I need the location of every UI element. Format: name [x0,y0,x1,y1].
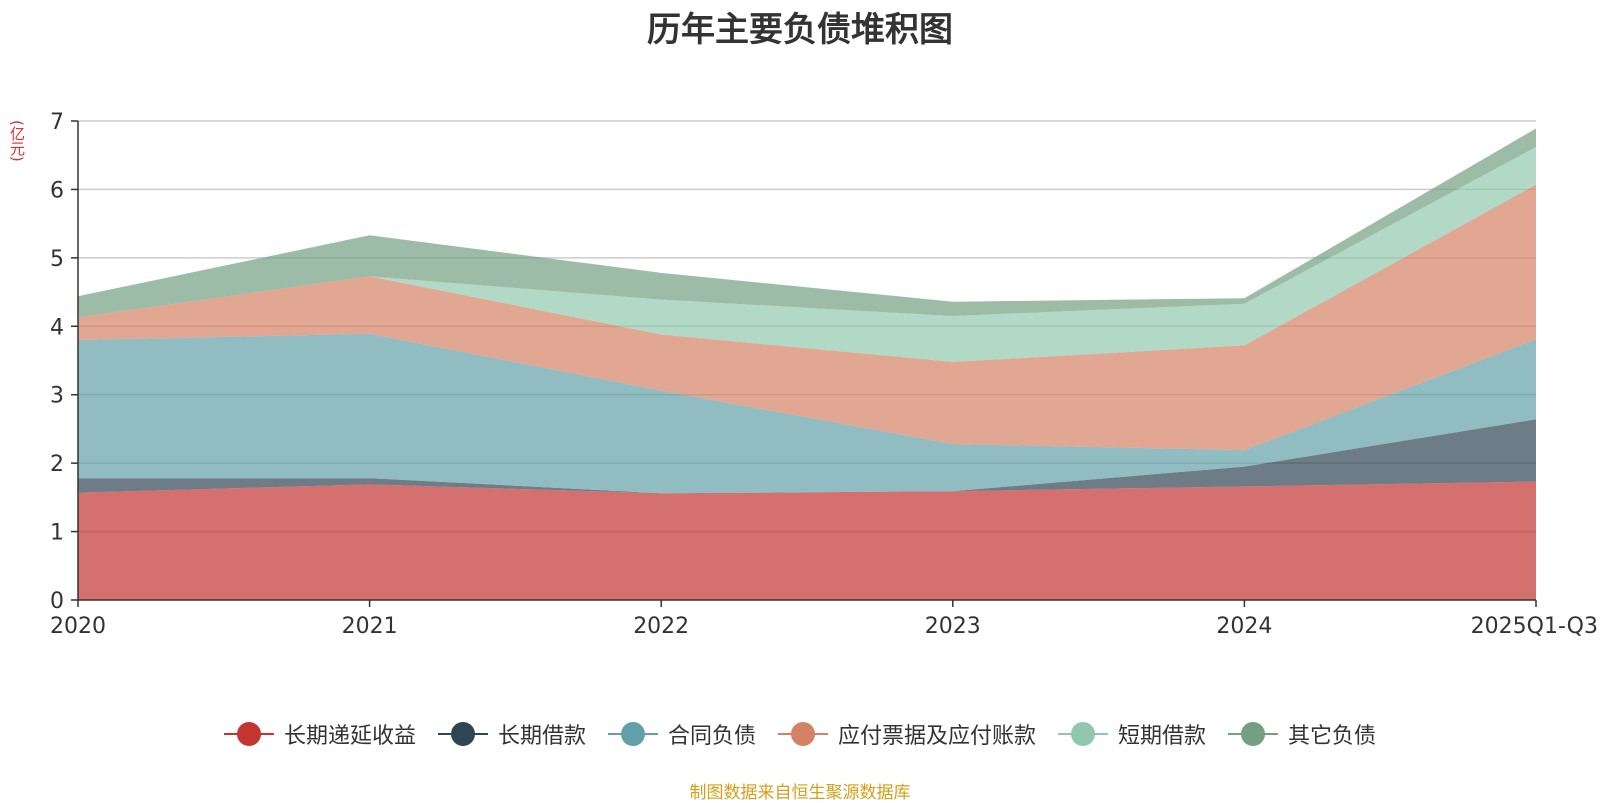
legend-item-long-term-loans[interactable]: 长期借款 [437,718,586,750]
chart-title: 历年主要负债堆积图 [647,10,953,50]
legend-label: 应付票据及应付账款 [838,724,1037,749]
legend-item-long-term-deferred-income[interactable]: 长期递延收益 [223,718,416,750]
area-3 [78,184,1536,451]
area-1 [78,419,1536,494]
y-tick-label: 3 [50,384,64,409]
legend-label: 其它负债 [1288,724,1377,749]
legend-marker-icon [437,722,488,746]
legend-marker-icon [1058,722,1109,746]
y-tick-label: 6 [50,178,64,203]
legend-marker-icon [778,722,828,746]
legend-marker-icon [223,722,274,746]
legend-marker-icon [607,722,658,746]
legend: 长期递延收益 长期借款 合同负债 应付票据及应付账款 短期借款 [0,718,1600,750]
area-0 [78,481,1536,600]
axes: 0 1 2 3 4 5 6 7 2020 2021 2022 2023 2024 2025Q1-Q3 [50,110,1598,639]
y-tick-label: 4 [50,315,64,340]
legend-item-short-term-loans[interactable]: 短期借款 [1058,718,1206,750]
legend-label: 长期借款 [497,724,586,749]
x-tick-label: 2025Q1-Q3 [1471,614,1598,639]
y-tick-label: 5 [50,247,64,272]
legend-item-notes-and-accounts-payable[interactable]: 应付票据及应付账款 [778,718,1036,750]
area-series [78,128,1536,600]
x-tick-label: 2024 [1216,614,1272,639]
y-axis-unit-label: (亿元) [8,120,26,162]
legend-item-contract-liabilities[interactable]: 合同负债 [607,718,756,750]
y-tick-label: 1 [50,521,64,546]
legend-marker-icon [1228,722,1279,746]
x-tick-label: 2023 [925,614,981,639]
x-tick-label: 2022 [633,614,689,639]
y-tick-label: 7 [50,110,64,135]
area-2 [78,333,1536,494]
data-source-note: 制图数据来自恒生聚源数据库 [689,783,911,803]
legend-label: 长期递延收益 [283,724,416,749]
x-tick-label: 2020 [50,614,106,639]
area-5 [78,128,1536,318]
y-tick-label: 0 [50,589,64,614]
area-4 [78,147,1536,362]
legend-label: 短期借款 [1118,724,1207,749]
y-tick-label: 2 [50,452,64,477]
x-tick-label: 2021 [342,614,398,639]
legend-label: 合同负债 [667,724,756,749]
legend-item-other-liabilities[interactable]: 其它负债 [1228,718,1376,750]
